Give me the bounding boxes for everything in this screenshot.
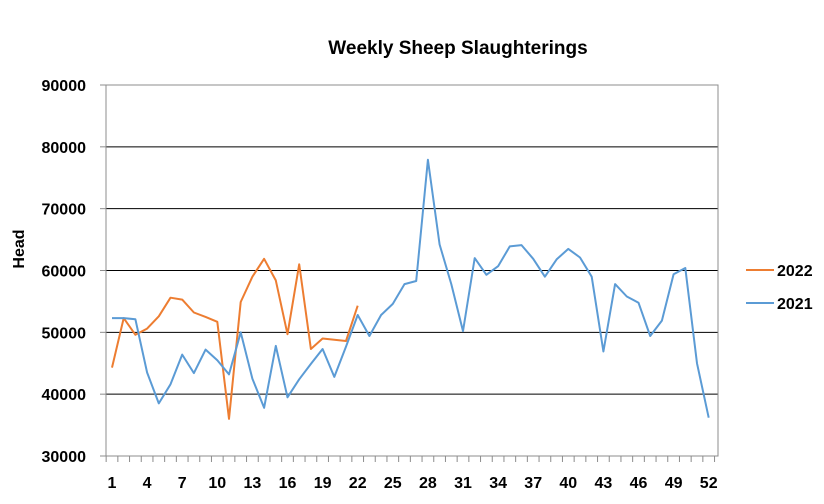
x-tick-label: 7 xyxy=(178,475,187,492)
x-tick-label: 25 xyxy=(384,475,402,492)
series-lines xyxy=(111,158,710,420)
x-tick-label: 40 xyxy=(559,475,577,492)
x-tick-label: 1 xyxy=(108,475,117,492)
x-tick-label: 52 xyxy=(700,475,718,492)
y-tick-label: 70000 xyxy=(42,202,87,219)
x-tick-label: 13 xyxy=(244,475,262,492)
y-tick-label: 80000 xyxy=(42,140,87,157)
x-tick-label: 34 xyxy=(489,475,507,492)
y-tick-label: 90000 xyxy=(42,78,87,95)
x-tick-label: 10 xyxy=(208,475,226,492)
y-tick-label: 30000 xyxy=(42,449,87,466)
x-tick-label: 19 xyxy=(314,475,332,492)
x-tick-label: 22 xyxy=(349,475,367,492)
series-line-2021 xyxy=(112,158,710,418)
x-tick-label: 31 xyxy=(454,475,472,492)
x-tick-label: 46 xyxy=(630,475,648,492)
x-tick-label: 43 xyxy=(595,475,613,492)
x-tick-label: 4 xyxy=(143,475,152,492)
legend-label-2022: 2022 xyxy=(777,263,813,280)
y-tick-label: 50000 xyxy=(42,325,87,342)
legend-label-2021: 2021 xyxy=(777,296,813,313)
x-tick-label: 49 xyxy=(665,475,683,492)
x-tick-label: 37 xyxy=(524,475,542,492)
y-tick-label: 60000 xyxy=(42,264,87,281)
x-axis: 1 4 7 10 13 16 19 22 25 28 31 34 37 40 43 46 49 52 xyxy=(105,456,718,492)
x-tick-label: 16 xyxy=(279,475,297,492)
y-tick-label: 40000 xyxy=(42,387,87,404)
y-axis-label: Head xyxy=(11,229,28,268)
chart-title: Weekly Sheep Slaughterings xyxy=(328,38,587,59)
x-tick-label: 28 xyxy=(419,475,437,492)
y-axis: 30000 40000 50000 60000 70000 80000 90000 xyxy=(42,78,106,466)
series-line-2022 xyxy=(111,257,359,420)
legend: 2022 2021 xyxy=(746,263,813,313)
